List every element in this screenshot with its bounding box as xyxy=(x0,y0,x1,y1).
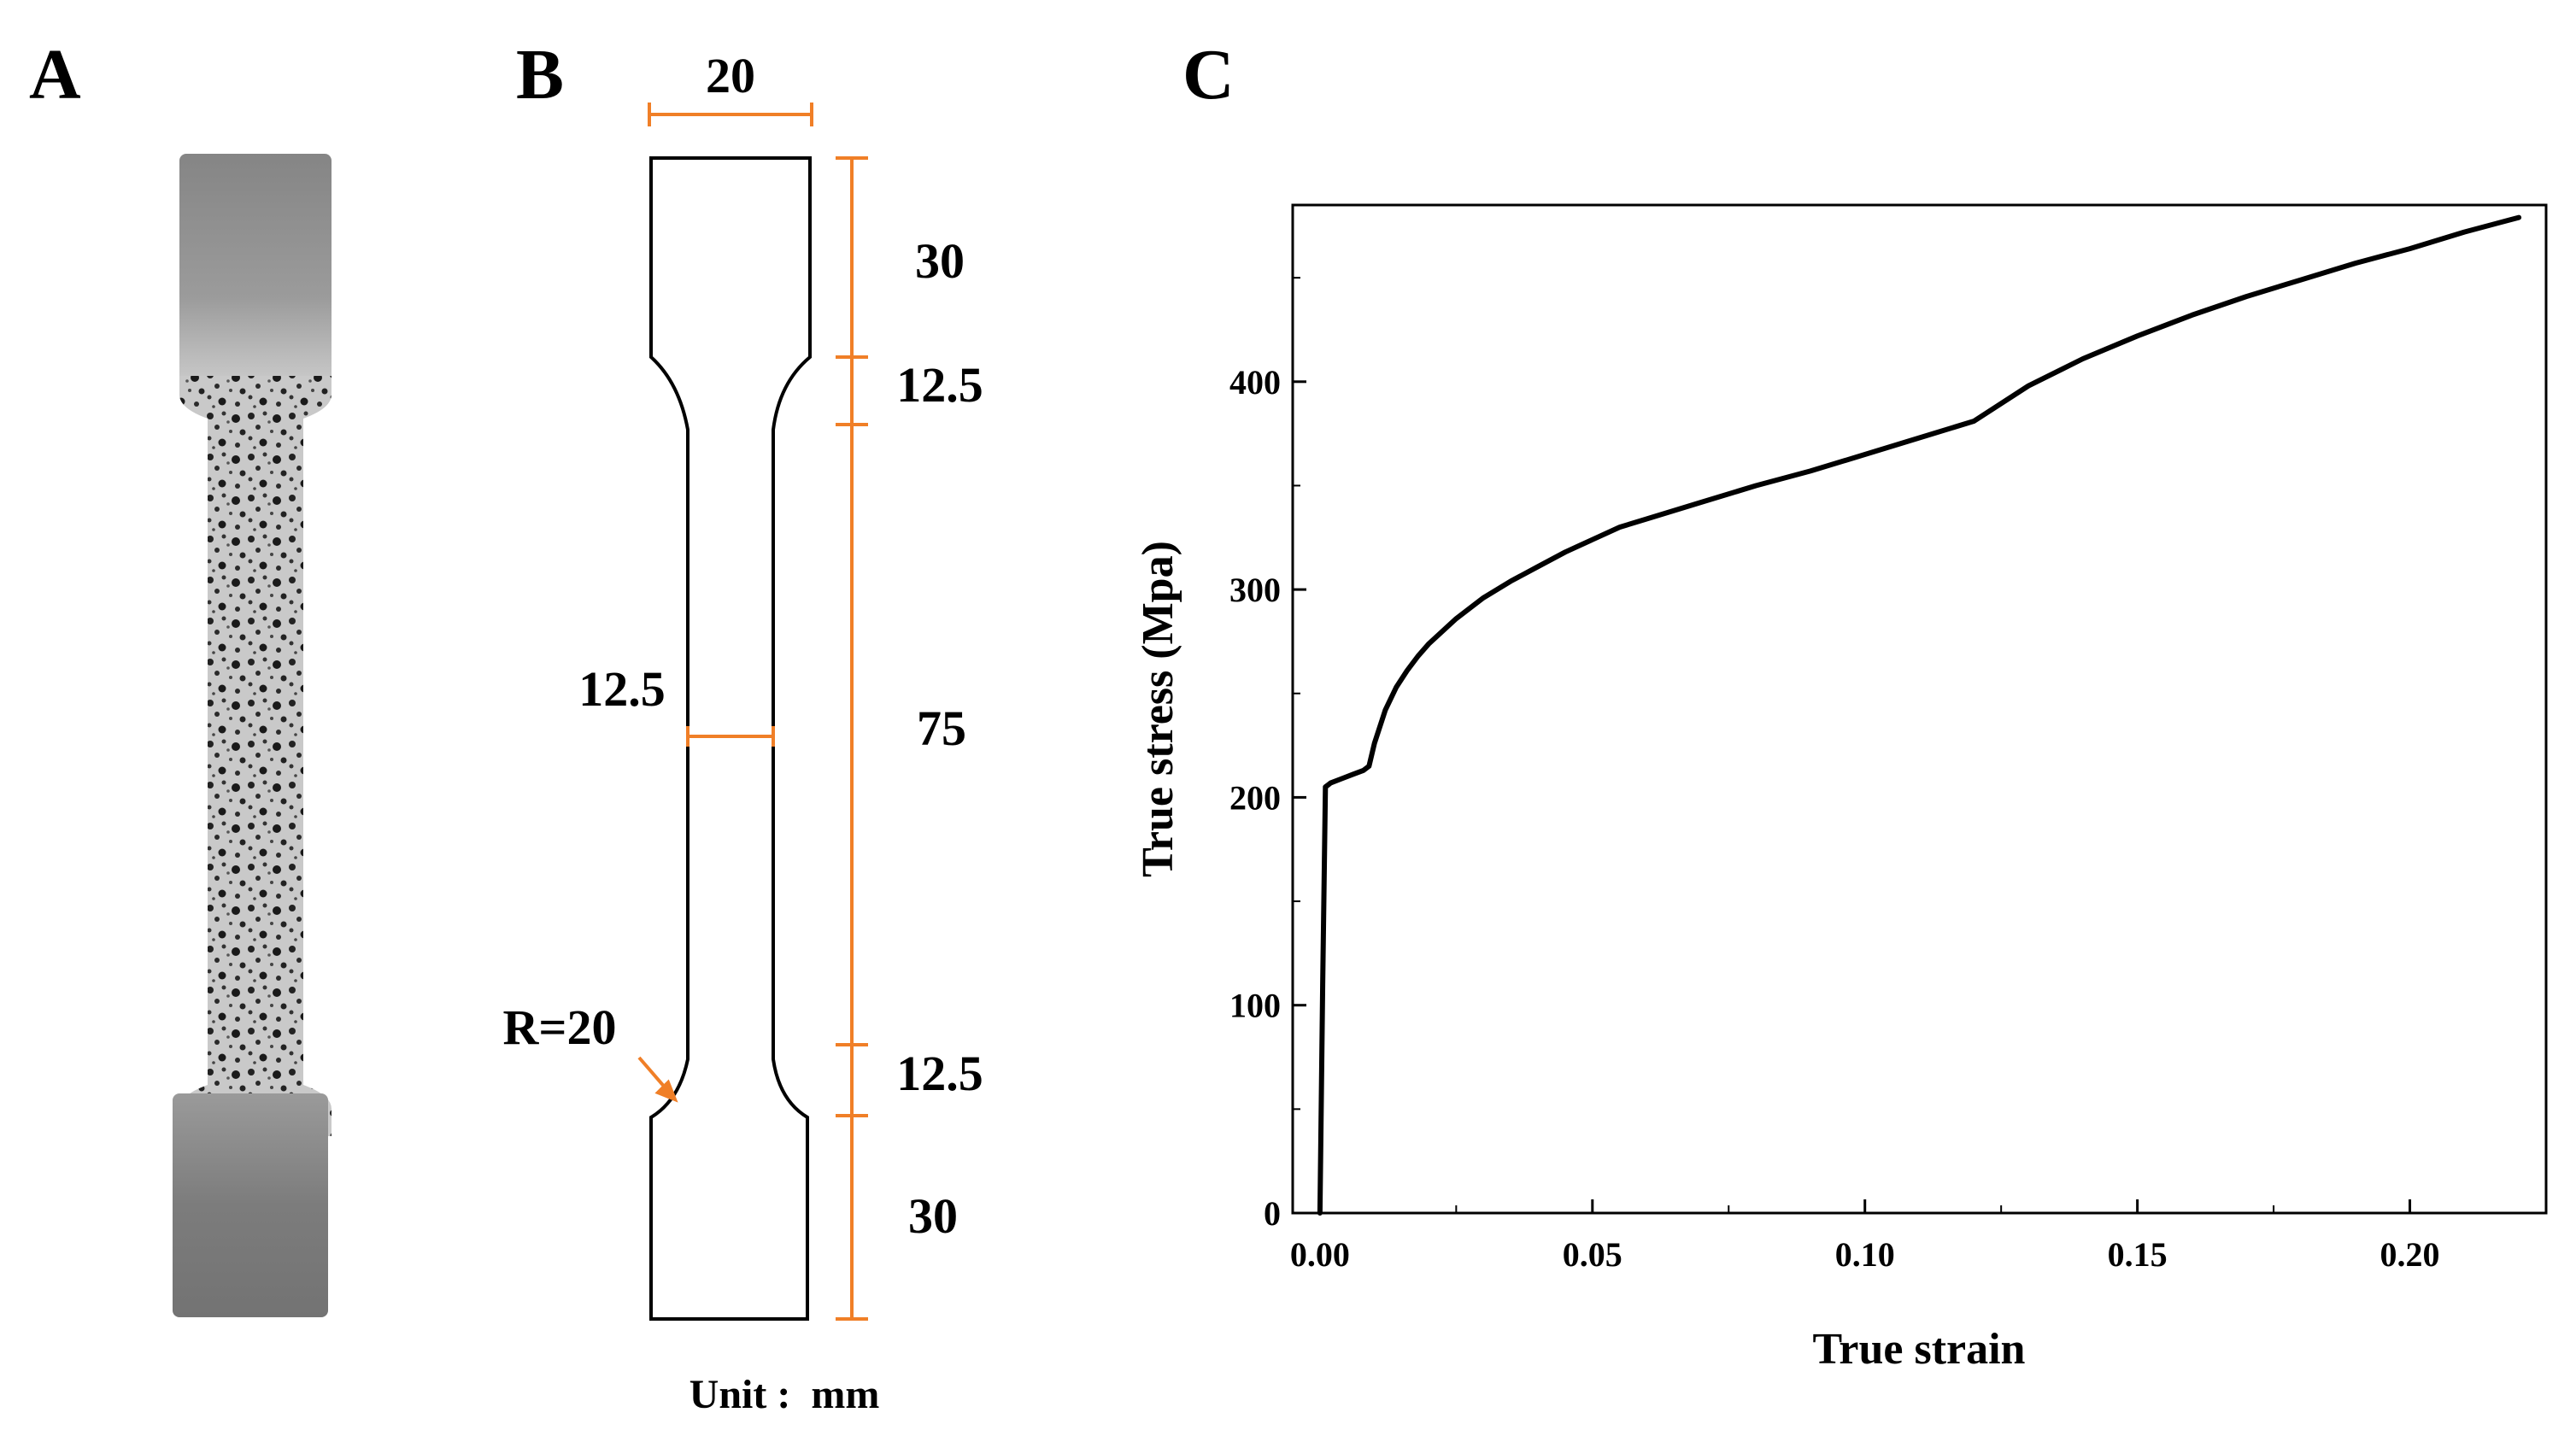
x-tick-label: 0.20 xyxy=(2380,1235,2440,1274)
dim-top-transition: 12.5 xyxy=(896,357,983,413)
y-tick-label: 300 xyxy=(1229,571,1281,609)
x-tick-label: 0.10 xyxy=(1835,1235,1895,1274)
width-label: 20 xyxy=(706,48,755,103)
x-axis: 0.00 0.05 0.10 0.15 0.20 xyxy=(1290,1199,2547,1274)
stress-strain-chart: 0.00 0.05 0.10 0.15 0.20 0 100 200 300 400 True … xyxy=(1134,203,2548,1374)
specimen-outline xyxy=(649,156,812,1321)
y-axis: 0 100 200 300 400 xyxy=(1229,277,1306,1233)
panel-label-c: C xyxy=(1182,35,1235,114)
dim-gauge-length: 75 xyxy=(917,700,966,756)
x-tick-label: 0.05 xyxy=(1563,1235,1622,1274)
y-tick-label: 200 xyxy=(1229,778,1281,817)
specimen-gauge-section xyxy=(179,376,332,1136)
panel-label-a: A xyxy=(29,35,81,114)
dimension-lines xyxy=(637,103,868,1321)
y-tick-label: 100 xyxy=(1229,987,1281,1025)
specimen-bottom-grip xyxy=(173,1093,328,1317)
plot-frame xyxy=(1291,203,2548,1215)
radius-label: R=20 xyxy=(503,999,617,1055)
x-axis-title: True strain xyxy=(1813,1325,2026,1374)
dim-top-grip: 30 xyxy=(915,233,965,289)
gauge-width-label: 12.5 xyxy=(578,661,666,717)
specimen-photo xyxy=(173,154,332,1317)
specimen-drawing: 20 30 12.5 75 12.5 30 12.5 R=20 Unit : m… xyxy=(503,48,983,1417)
series-line xyxy=(1317,214,2522,1216)
dim-bottom-grip: 30 xyxy=(908,1188,958,1244)
x-tick-label: 0.00 xyxy=(1290,1235,1350,1274)
series-layer xyxy=(1317,214,2522,1216)
y-tick-label: 0 xyxy=(1264,1194,1281,1233)
y-tick-label: 400 xyxy=(1229,363,1281,401)
panel-label-b: B xyxy=(516,35,565,114)
y-axis-title: True stress (Mpa) xyxy=(1134,541,1182,877)
x-tick-label: 0.15 xyxy=(2108,1235,2168,1274)
unit-label: Unit : mm xyxy=(689,1372,880,1417)
dim-bottom-transition: 12.5 xyxy=(896,1046,983,1101)
radius-leader-line xyxy=(637,1056,668,1091)
specimen-top-grip xyxy=(179,154,332,393)
